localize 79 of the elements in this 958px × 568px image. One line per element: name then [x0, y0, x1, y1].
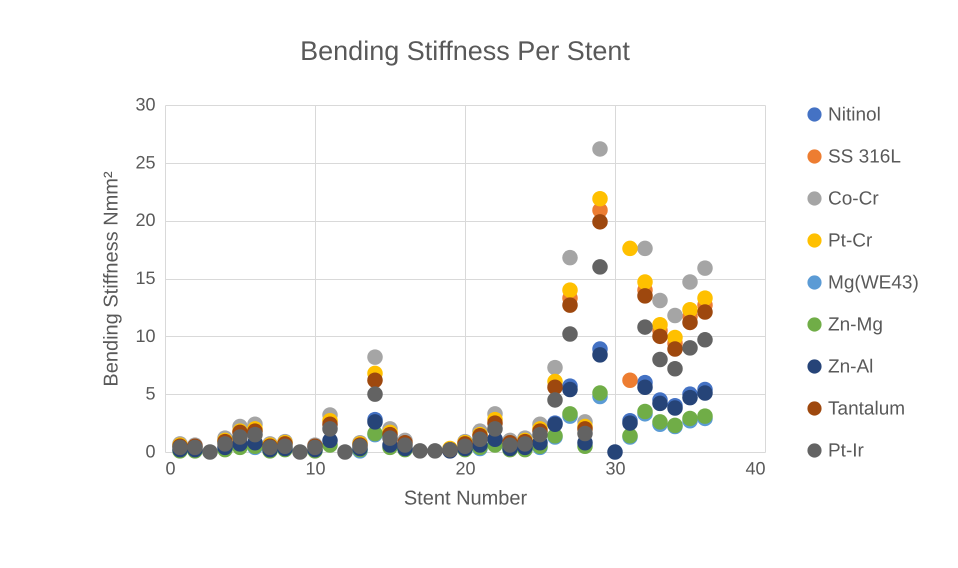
point: [562, 297, 578, 313]
legend-label: SS 316L: [828, 146, 901, 168]
point: [667, 341, 683, 357]
point: [652, 292, 668, 308]
y-tick-label: 5: [145, 384, 156, 404]
chart-title: Bending Stiffness Per Stent: [300, 36, 630, 66]
point: [547, 379, 563, 395]
point: [697, 290, 713, 306]
y-tick-label: 25: [135, 152, 156, 172]
legend-label: Mg(WE43): [828, 272, 919, 294]
point: [652, 352, 668, 368]
point: [202, 444, 218, 460]
point: [577, 426, 593, 442]
point: [592, 190, 608, 206]
point: [667, 308, 683, 324]
legend-label: Pt-Ir: [828, 440, 865, 462]
point: [487, 421, 503, 437]
point: [562, 382, 578, 398]
point: [622, 372, 638, 388]
point: [682, 274, 698, 290]
point: [637, 240, 653, 256]
point: [697, 260, 713, 276]
x-tick-label: 40: [745, 458, 766, 478]
point: [547, 360, 563, 376]
point: [322, 421, 338, 437]
point: [592, 347, 608, 363]
point: [337, 444, 353, 460]
y-axis-title: Bending Stiffness Nmm²: [100, 171, 122, 387]
point: [247, 426, 263, 442]
y-tick-label: 15: [135, 268, 156, 288]
point: [637, 288, 653, 304]
point: [637, 319, 653, 335]
point: [367, 386, 383, 402]
point: [427, 443, 443, 459]
point: [682, 390, 698, 406]
x-tick-label: 0: [166, 458, 176, 478]
point: [592, 214, 608, 230]
point: [562, 282, 578, 298]
point: [547, 392, 563, 408]
x-tick-label: 30: [605, 458, 626, 478]
point: [592, 141, 608, 157]
legend-label: Pt-Cr: [828, 230, 873, 252]
point: [697, 385, 713, 401]
legend-label: Nitinol: [828, 104, 881, 126]
point: [232, 429, 248, 445]
legend-label: Zn-Al: [828, 356, 874, 378]
point: [652, 328, 668, 344]
point: [622, 240, 638, 256]
point: [367, 349, 383, 365]
x-tick-label: 10: [305, 458, 326, 478]
y-tick-label: 0: [145, 442, 156, 462]
point: [472, 432, 488, 448]
point: [637, 379, 653, 395]
point: [592, 385, 608, 401]
x-axis-title: Stent Number: [404, 488, 528, 510]
point: [382, 430, 398, 446]
point: [697, 332, 713, 348]
y-tick-label: 10: [135, 326, 156, 346]
point: [682, 302, 698, 318]
point: [292, 444, 308, 460]
point: [367, 372, 383, 388]
point: [532, 426, 548, 442]
y-tick-label: 20: [135, 210, 156, 230]
point: [682, 340, 698, 356]
point: [412, 443, 428, 459]
point: [607, 444, 623, 460]
point: [667, 360, 683, 376]
point: [592, 259, 608, 275]
x-tick-label: 20: [455, 458, 476, 478]
point: [562, 250, 578, 266]
point: [682, 314, 698, 330]
legend-label: Tantalum: [828, 398, 906, 420]
legend-label: Zn-Mg: [828, 314, 883, 336]
legend-label: Co-Cr: [828, 188, 880, 210]
point: [697, 304, 713, 320]
point: [562, 326, 578, 342]
y-tick-label: 30: [135, 94, 156, 114]
point: [652, 396, 668, 412]
point: [637, 274, 653, 290]
